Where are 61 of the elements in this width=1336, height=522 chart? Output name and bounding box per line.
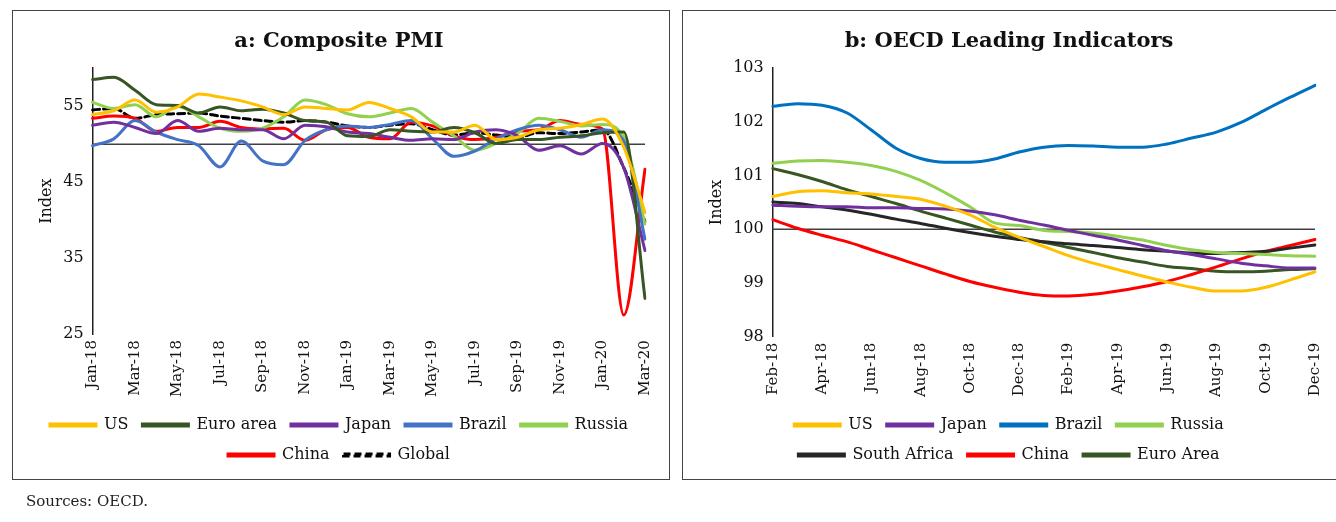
x-tick-label: Jul-19 [464,340,483,387]
line-series [771,83,1317,164]
y-tick-label: 100 [733,218,764,238]
legend-label: Global [397,444,450,464]
y-tick-label: 99 [743,272,764,292]
line-series [771,159,1317,258]
legend-label: Japan [342,414,391,434]
x-tick-label: Jan-20 [592,340,611,391]
legend-label: Russia [1170,414,1225,434]
y-tick-label: 98 [743,325,764,345]
x-tick-label: Feb-19 [1058,342,1077,395]
x-tick-label: Jun-18 [861,342,880,395]
legend-label: Euro area [196,414,278,434]
x-tick-label: Jul-18 [209,340,228,387]
y-tick-label: 55 [63,95,84,115]
y-tick-label: 35 [63,247,84,267]
x-tick-label: Mar-18 [124,340,143,396]
y-tick-label: 25 [63,323,84,343]
y-axis-title: Index [35,178,55,224]
legend-label: US [848,414,873,434]
y-axis-title: Index [705,179,725,226]
x-tick-label: Jan-18 [82,340,101,391]
x-tick-label: Jan-19 [337,340,356,391]
line-series [771,189,1317,293]
legend-label: Euro Area [1137,444,1221,464]
x-tick-label: May-19 [422,340,441,398]
x-tick-label: Dec-18 [1009,342,1028,397]
x-tick-label: Feb-18 [762,342,781,395]
line-series [91,75,647,300]
x-tick-label: Mar-20 [634,340,653,396]
y-tick-label: 103 [733,57,764,77]
line-series [771,203,1317,270]
x-tick-label: Aug-18 [910,342,929,399]
source-note: Sources: OECD. [26,492,148,510]
x-tick-label: Nov-19 [549,340,568,395]
y-tick-label: 102 [733,111,764,131]
x-tick-label: Aug-19 [1206,342,1225,399]
x-tick-label: Oct-19 [1255,342,1274,394]
legend-label: US [103,414,129,434]
legend-label: Russia [574,414,629,434]
line-series [771,218,1317,298]
x-tick-label: Apr-18 [811,342,830,396]
legend-label: China [1021,444,1070,464]
x-tick-label: Oct-18 [959,342,978,394]
x-tick-label: Sep-19 [507,340,526,393]
legend-label: Brazil [459,414,507,434]
x-tick-label: Mar-19 [379,340,398,396]
x-tick-label: Jun-19 [1157,342,1175,395]
x-tick-label: Apr-19 [1107,342,1126,396]
chart-title: b: OECD Leading Indicators [844,27,1174,53]
x-tick-label: May-18 [167,340,186,398]
chart-title: a: Composite PMI [234,27,444,53]
y-tick-label: 101 [733,164,764,184]
legend-label: Japan [938,414,987,434]
legend-label: South Africa [852,444,955,464]
x-tick-label: Sep-18 [252,340,271,393]
x-tick-label: Dec-19 [1304,342,1323,397]
y-tick-label: 45 [63,171,84,191]
legend-label: China [282,444,330,464]
legend-label: Brazil [1054,414,1103,434]
x-tick-label: Nov-18 [294,340,313,395]
